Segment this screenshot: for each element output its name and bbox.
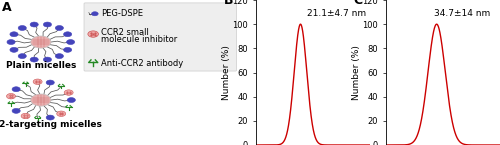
Circle shape [66, 40, 74, 45]
Circle shape [44, 57, 52, 62]
Circle shape [56, 26, 64, 30]
Circle shape [7, 40, 15, 45]
Text: PEG-DSPE: PEG-DSPE [101, 9, 143, 18]
Text: molecule inhibitor: molecule inhibitor [101, 35, 177, 44]
Circle shape [18, 54, 26, 59]
Text: CCR2 small: CCR2 small [101, 28, 148, 37]
Circle shape [46, 115, 54, 120]
Text: CCR2-targeting micelles: CCR2-targeting micelles [0, 120, 102, 129]
Y-axis label: Number (%): Number (%) [222, 45, 231, 100]
Circle shape [46, 80, 54, 85]
Circle shape [10, 47, 18, 52]
Text: C: C [354, 0, 363, 7]
Circle shape [10, 32, 18, 37]
Circle shape [30, 36, 51, 48]
Circle shape [30, 22, 38, 27]
Circle shape [12, 108, 20, 113]
Circle shape [12, 87, 20, 92]
Circle shape [30, 57, 38, 62]
Circle shape [18, 26, 26, 30]
Text: A: A [2, 1, 12, 14]
Text: 34.7±14 nm: 34.7±14 nm [434, 9, 490, 18]
Circle shape [67, 98, 76, 103]
Y-axis label: Number (%): Number (%) [352, 45, 361, 100]
Text: B: B [224, 0, 233, 7]
Circle shape [64, 90, 73, 95]
Text: Plain micelles: Plain micelles [6, 61, 76, 70]
Circle shape [56, 111, 66, 116]
Circle shape [21, 113, 30, 119]
Circle shape [92, 12, 98, 16]
Text: 21.1±4.7 nm: 21.1±4.7 nm [307, 9, 366, 18]
Circle shape [88, 31, 99, 37]
Circle shape [64, 32, 72, 37]
Circle shape [6, 94, 16, 99]
FancyBboxPatch shape [84, 3, 236, 71]
Text: Anti-CCR2 antibody: Anti-CCR2 antibody [101, 59, 183, 68]
Circle shape [33, 79, 42, 84]
Circle shape [64, 47, 72, 52]
Circle shape [56, 54, 64, 59]
Circle shape [44, 22, 52, 27]
Circle shape [30, 94, 51, 106]
